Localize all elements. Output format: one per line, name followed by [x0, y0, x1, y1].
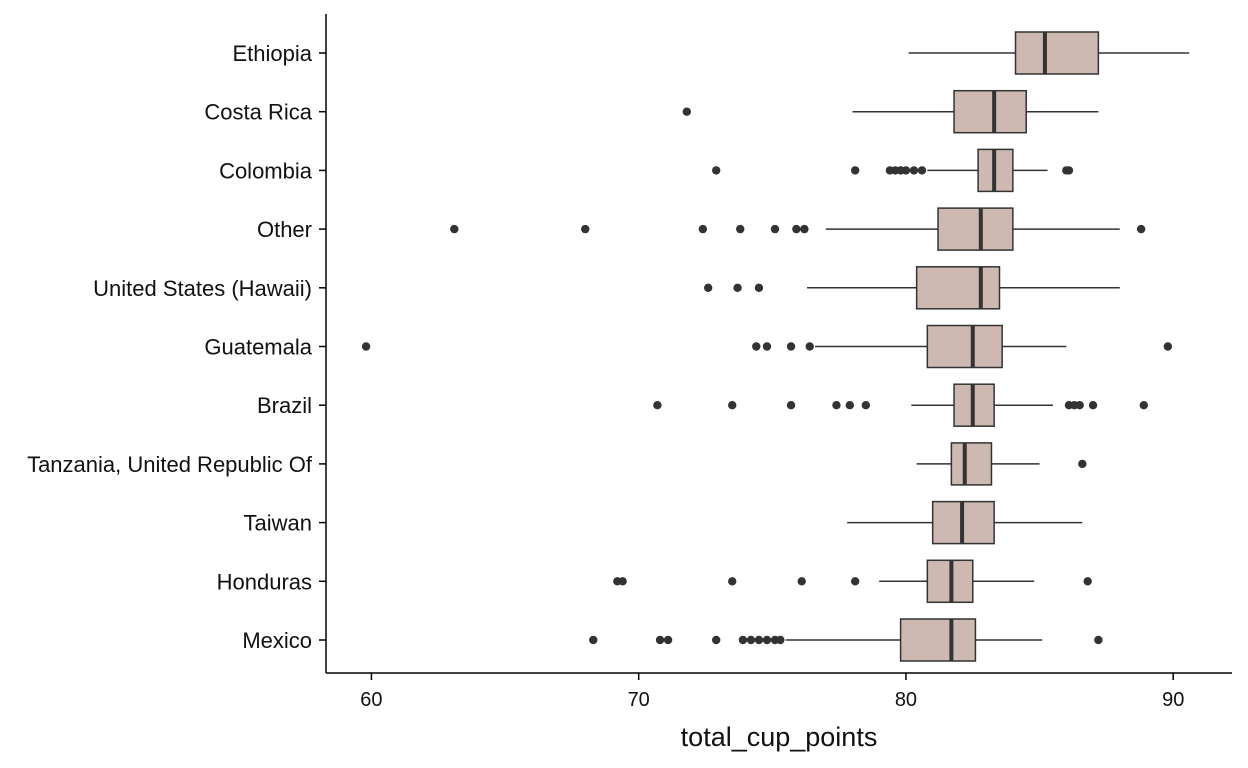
- outlier-mexico-5: [746, 635, 756, 645]
- outlier-colombia-9: [1064, 166, 1074, 175]
- box-group-guatemala: [361, 324, 1173, 369]
- box-group-tanzania-united-republic-of: [916, 442, 1087, 486]
- box-group-costa-rica: [682, 89, 1099, 134]
- category-label-ethiopia: Ethiopia: [232, 41, 312, 66]
- outlier-united-states-hawaii-1: [733, 283, 742, 292]
- boxes-layer: [361, 31, 1190, 662]
- outlier-colombia-7: [917, 166, 927, 175]
- outlier-united-states-hawaii-2: [754, 283, 764, 292]
- outlier-other-3: [736, 224, 745, 234]
- category-label-guatemala: Guatemala: [204, 335, 312, 360]
- outlier-mexico-10: [1094, 635, 1103, 645]
- category-label-costa-rica: Costa Rica: [204, 100, 312, 125]
- outlier-other-0: [450, 224, 459, 234]
- box-group-other: [450, 207, 1146, 251]
- outlier-mexico-3: [711, 635, 721, 645]
- outlier-united-states-hawaii-0: [703, 283, 713, 292]
- category-label-honduras: Honduras: [217, 569, 312, 594]
- box-guatemala: [926, 324, 1003, 369]
- category-label-other: Other: [257, 217, 312, 242]
- outlier-guatemala-4: [805, 342, 814, 351]
- box-group-brazil: [653, 383, 1149, 427]
- outlier-other-1: [581, 224, 590, 234]
- outlier-mexico-0: [589, 635, 598, 645]
- box-group-mexico: [589, 618, 1103, 662]
- outlier-guatemala-5: [1163, 342, 1173, 351]
- box-group-honduras: [613, 559, 1092, 604]
- box-mexico: [899, 618, 977, 662]
- category-label-tanzania-united-republic-of: Tanzania, United Republic Of: [27, 452, 313, 477]
- x-axis: 60 70 80 90: [319, 14, 1232, 711]
- outlier-other-6: [800, 224, 809, 234]
- outlier-brazil-9: [1088, 401, 1098, 410]
- box-group-ethiopia: [908, 31, 1190, 75]
- category-label-mexico: Mexico: [242, 628, 312, 653]
- outlier-brazil-3: [832, 401, 841, 410]
- outlier-tanzania-united-republic-of-0: [1078, 459, 1087, 469]
- outlier-mexico-2: [663, 635, 673, 645]
- x-tick-label-90: 90: [1162, 689, 1184, 711]
- box-group-colombia: [711, 148, 1074, 193]
- outlier-honduras-5: [1083, 577, 1092, 586]
- outlier-mexico-9: [776, 635, 785, 645]
- outlier-brazil-8: [1075, 401, 1084, 410]
- box-ethiopia: [1014, 31, 1100, 75]
- outlier-costa-rica-0: [682, 107, 691, 116]
- box-other: [937, 207, 1014, 251]
- outlier-mexico-7: [762, 635, 772, 645]
- category-labels: Ethiopia Costa Rica Colombia Other United St…: [27, 41, 313, 653]
- outlier-mexico-6: [754, 635, 764, 645]
- outlier-other-4: [770, 224, 780, 234]
- box-costa-rica: [953, 89, 1027, 134]
- category-label-united-states-hawaii: United States (Hawaii): [93, 276, 312, 301]
- outlier-colombia-0: [711, 166, 721, 175]
- box-group-taiwan: [847, 500, 1083, 545]
- box-tanzania-united-republic-of: [950, 442, 993, 486]
- box-united-states-hawaii: [915, 266, 1001, 310]
- outlier-other-5: [792, 224, 801, 234]
- outlier-guatemala-1: [752, 342, 761, 351]
- outlier-honduras-3: [797, 577, 806, 586]
- box-group-united-states-hawaii: [703, 266, 1120, 310]
- outlier-brazil-4: [845, 401, 855, 410]
- outlier-guatemala-0: [361, 342, 371, 351]
- category-label-colombia: Colombia: [219, 158, 313, 183]
- x-tick-label-80: 80: [895, 689, 917, 711]
- outlier-mexico-4: [738, 635, 748, 645]
- outlier-brazil-2: [786, 401, 796, 410]
- outlier-colombia-6: [909, 166, 919, 175]
- category-label-taiwan: Taiwan: [244, 511, 312, 536]
- x-tick-label-70: 70: [628, 689, 650, 711]
- outlier-brazil-5: [861, 401, 871, 410]
- outlier-colombia-1: [850, 166, 860, 175]
- x-axis-title: total_cup_points: [681, 722, 878, 752]
- outlier-other-2: [698, 224, 708, 234]
- outlier-honduras-1: [618, 577, 627, 586]
- outlier-guatemala-2: [762, 342, 772, 351]
- outlier-honduras-4: [850, 577, 860, 586]
- outlier-mexico-1: [655, 635, 665, 645]
- outlier-colombia-5: [901, 166, 911, 175]
- outlier-honduras-2: [728, 577, 737, 586]
- outlier-brazil-0: [653, 401, 662, 410]
- x-tick-label-60: 60: [360, 689, 382, 711]
- category-label-brazil: Brazil: [257, 393, 312, 418]
- outlier-brazil-10: [1139, 401, 1149, 410]
- outlier-guatemala-3: [786, 342, 796, 351]
- outlier-brazil-1: [728, 401, 737, 410]
- outlier-other-7: [1136, 224, 1146, 234]
